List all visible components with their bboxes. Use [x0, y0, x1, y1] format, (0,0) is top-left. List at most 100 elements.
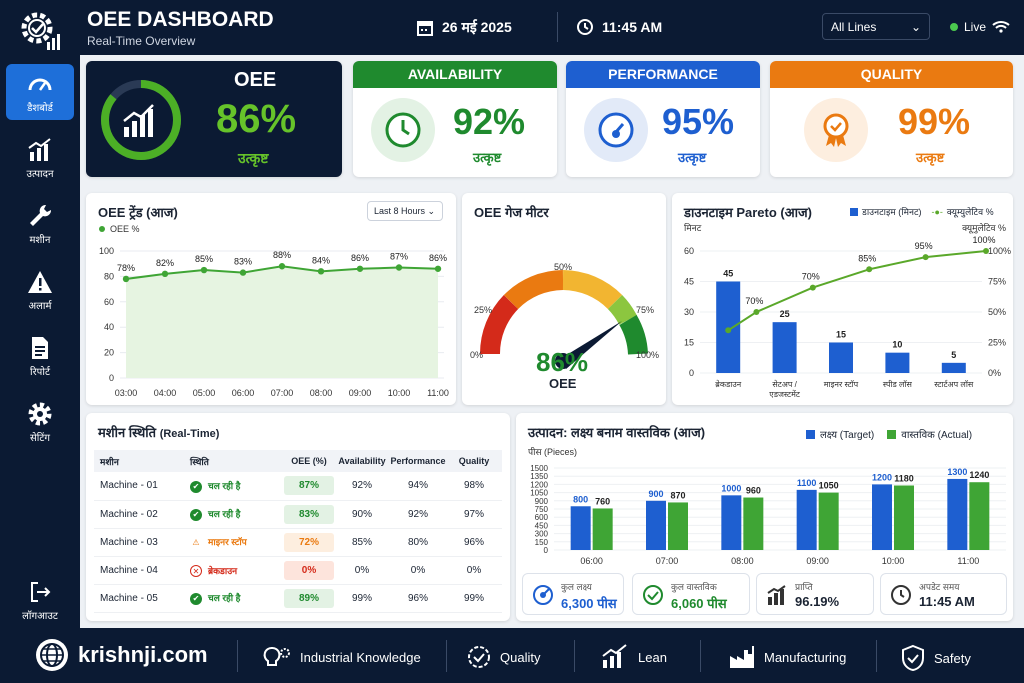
target-bar-label: 800: [573, 494, 588, 504]
cumulative-line: [727, 250, 987, 332]
sidebar-item-settings[interactable]: सेटिंग: [6, 394, 74, 450]
legend-oee-label: OEE %: [110, 224, 140, 234]
footer-site[interactable]: krishnji.com: [34, 637, 208, 673]
sidebar-item-logout[interactable]: लॉगआउट: [6, 572, 74, 628]
table-row[interactable]: Machine - 03 ⚠ माइनर स्टॉप 72% 85% 80% 96…: [94, 528, 502, 556]
y-tick-label: 1200: [530, 480, 548, 489]
sidebar-item-alarm[interactable]: अलार्म: [6, 262, 74, 318]
footer-manufacturing[interactable]: Manufacturing: [728, 644, 846, 670]
clock-icon: [891, 585, 911, 605]
line-select[interactable]: All Lines ⌄: [822, 13, 930, 40]
pareto-y-axis-label: मिनट: [684, 223, 702, 233]
check-circle-icon: [643, 585, 663, 605]
x-tick-label: 06:00: [232, 388, 255, 398]
trend-data-label: 85%: [195, 254, 213, 264]
oee-gauge-card: OEE गेज मीटर 0% 25% 50% 75% 100% 86% OEE: [462, 193, 666, 405]
pareto-bar-label: 45: [723, 269, 733, 279]
warning-icon: [28, 271, 52, 293]
col-status: स्थिति: [190, 456, 209, 467]
table-row[interactable]: Machine - 01 ✔ चल रही है 87% 92% 94% 98%: [94, 472, 502, 500]
bar-chart-icon: [767, 585, 786, 605]
trend-data-label: 83%: [234, 257, 252, 267]
col-performance: Performance: [390, 456, 446, 466]
target-bar-label: 900: [648, 489, 663, 499]
y2-tick-label: 25%: [988, 338, 1006, 348]
cumulative-label: 95%: [915, 241, 933, 251]
trend-point: [200, 266, 208, 274]
machine-oee: 83%: [284, 504, 334, 524]
machine-oee: 0%: [284, 560, 334, 580]
machine-performance: 92%: [407, 508, 428, 520]
x-tick-label: 06:00: [580, 556, 603, 566]
sidebar-item-production[interactable]: उत्पादन: [6, 130, 74, 186]
pareto-bar-label: 15: [836, 330, 846, 340]
legend-actual-swatch: [887, 429, 897, 439]
machine-performance: 0%: [410, 564, 426, 576]
machine-quality: 98%: [463, 480, 484, 492]
trend-data-label: 84%: [312, 255, 330, 265]
target-icon: [533, 585, 553, 605]
sidebar-item-report[interactable]: रिपोर्ट: [6, 328, 74, 384]
pareto-bar-label: 10: [892, 340, 902, 350]
performance-speedometer-icon: [584, 98, 648, 162]
actual-bar: [969, 482, 990, 550]
gauge-tick-50: 50%: [554, 262, 572, 272]
cumulative-point: [753, 309, 760, 315]
actual-bar-label: 760: [595, 496, 610, 506]
y-tick-label: 600: [535, 513, 549, 522]
trend-range-select[interactable]: Last 8 Hours ⌄: [367, 201, 443, 221]
date-display: 26 मई 2025: [416, 18, 512, 37]
target-bar-label: 1100: [797, 478, 817, 488]
performance-value: 95%: [662, 101, 735, 142]
footer-industrial-knowledge[interactable]: Industrial Knowledge: [262, 644, 421, 670]
summary-update-time: अपडेट समय 11:45 AM: [880, 573, 1007, 615]
y-tick-label: 900: [535, 497, 549, 506]
trend-data-label: 87%: [390, 252, 408, 262]
table-row[interactable]: Machine - 02 ✔ चल रही है 83% 90% 92% 97%: [94, 500, 502, 528]
y2-tick-label: 50%: [988, 307, 1006, 317]
lightbulb-gear-icon: [263, 647, 290, 666]
machine-quality: 97%: [463, 508, 484, 520]
machine-availability: 0%: [354, 564, 370, 576]
actual-bar-label: 1050: [819, 481, 839, 491]
sidebar-item-machine[interactable]: मशीन: [6, 196, 74, 252]
machine-name: Machine - 05: [100, 592, 158, 604]
gauge-title: OEE गेज मीटर: [474, 205, 549, 220]
y-tick-label: 20: [104, 348, 114, 358]
x-tick-label: ब्रेकडाउन: [715, 379, 741, 389]
header: OEE DASHBOARD Real-Time Overview 26 मई 2…: [80, 0, 1024, 55]
footer-lean[interactable]: Lean: [600, 644, 667, 670]
x-tick-label: सेटअप /: [772, 379, 797, 389]
actual-bar-label: 960: [746, 486, 761, 496]
actual-bar-label: 870: [670, 490, 685, 500]
x-tick-label: 04:00: [154, 388, 177, 398]
table-row[interactable]: Machine - 04 ✕ ब्रेकडाउन 0% 0% 0% 0%: [94, 556, 502, 584]
footer-safety[interactable]: Safety: [900, 644, 971, 672]
pareto-bar: [716, 281, 741, 373]
x-tick-label: 03:00: [115, 388, 138, 398]
summary-total-target: कुल लक्ष्य 6,300 पीस: [522, 573, 624, 615]
factory-icon: [730, 646, 754, 668]
sidebar-item-dashboard[interactable]: डैशबोर्ड: [6, 64, 74, 120]
machine-name: Machine - 03: [100, 536, 158, 548]
trend-data-label: 78%: [117, 263, 135, 273]
y2-tick-label: 75%: [988, 277, 1006, 287]
table-row[interactable]: Machine - 05 ✔ चल रही है 89% 99% 96% 99%: [94, 584, 502, 612]
footer-quality[interactable]: Quality: [466, 644, 540, 670]
time-display: 11:45 AM: [576, 18, 662, 36]
target-bar-label: 1200: [872, 472, 892, 482]
x-tick-label: 11:00: [427, 388, 449, 398]
production-legend: लक्ष्य (Target) वास्तविक (Actual): [806, 427, 972, 441]
live-indicator: Live: [950, 20, 1010, 34]
availability-clock-icon: [371, 98, 435, 162]
machine-status: ✔ चल रही है: [190, 472, 284, 500]
badge-check-icon: [468, 646, 490, 668]
target-bar-label: 1300: [947, 467, 967, 477]
y-tick-label: 60: [104, 297, 114, 307]
cumulative-point: [725, 327, 732, 334]
availability-card: AVAILABILITY 92% उत्कृष्ट: [353, 61, 557, 177]
x-tick-label: 09:00: [806, 556, 829, 566]
y-tick-label: 450: [535, 521, 549, 530]
trend-point: [395, 264, 403, 271]
machine-name: Machine - 04: [100, 564, 158, 576]
